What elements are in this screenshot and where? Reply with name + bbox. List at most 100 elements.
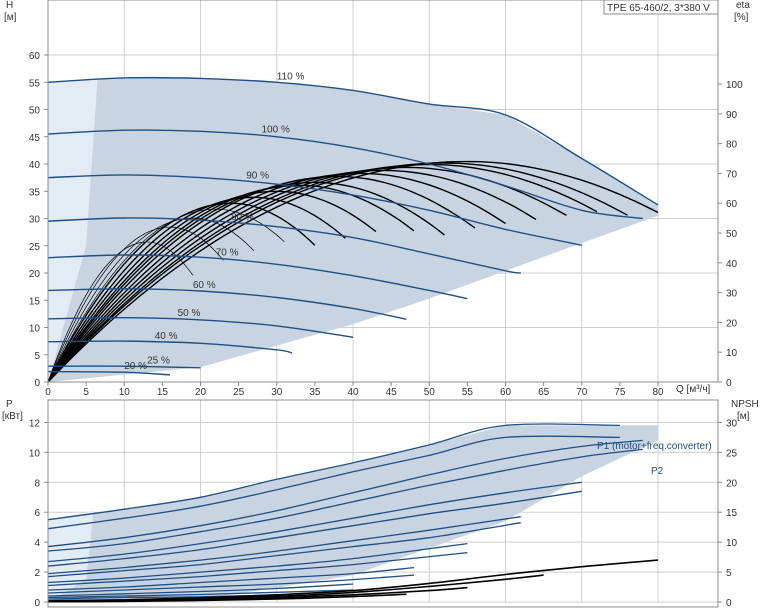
- y-tick-label: 35: [29, 187, 41, 198]
- x-tick-label: 30: [271, 387, 283, 398]
- operating-envelope: [48, 77, 658, 382]
- p2-curve: [47, 566, 415, 591]
- y-tick-label: 0: [34, 378, 40, 389]
- npsh-tick-label: 0: [726, 598, 732, 609]
- head-curve-label: 80 %: [231, 212, 254, 223]
- head-curve: [47, 254, 468, 300]
- x-tick-label: 55: [462, 387, 474, 398]
- npsh-tick-label: 25: [726, 448, 738, 459]
- npsh-curves: [47, 559, 659, 603]
- p2-curve: [47, 448, 643, 552]
- p2-curve: [47, 551, 468, 587]
- head-curves: [47, 76, 659, 376]
- x-tick-label: 15: [157, 387, 169, 398]
- eta-curve: [47, 241, 194, 383]
- head-curve-label: 90 %: [246, 171, 269, 182]
- x-tick-label: 45: [386, 387, 398, 398]
- head-efficiency-panel: 110 %100 %90 %80 %70 %60 %50 %40 %25 %20…: [29, 0, 743, 398]
- eta-tick-label: 30: [726, 289, 738, 300]
- npsh-axis-ticks: 0 5 10 15 20 25 30: [718, 418, 738, 609]
- p2-curve: [47, 583, 354, 597]
- x-tick-label: 35: [309, 387, 321, 398]
- x-tick-label: 50: [424, 387, 436, 398]
- y-tick-label: 30: [29, 215, 41, 226]
- eta-tick-label: 20: [726, 318, 738, 329]
- y-tick-label: 50: [29, 106, 41, 117]
- npsh-tick-label: 30: [726, 418, 738, 429]
- power-envelope-area: [48, 425, 658, 602]
- p2-curve: [47, 589, 354, 599]
- eta-tick-label: 60: [726, 199, 738, 210]
- y-tick-label: 40: [29, 160, 41, 171]
- p1-curve: [47, 435, 620, 530]
- p2-label: P2: [651, 466, 664, 477]
- p2-curve: [47, 522, 521, 578]
- x-tick-label: 65: [538, 387, 550, 398]
- p-tick-label: 8: [34, 478, 40, 489]
- h-axis-title: H: [6, 0, 13, 11]
- x-tick-label: 60: [500, 387, 512, 398]
- operating-envelope-low-flow: [48, 78, 98, 382]
- eta-tick-label: 70: [726, 169, 738, 180]
- eta-axis-title: eta: [736, 0, 750, 11]
- head-curve-label: 50 %: [178, 308, 201, 319]
- p1-curve: [47, 423, 620, 521]
- eta-tick-label: 80: [726, 140, 738, 151]
- head-curve: [47, 217, 521, 274]
- head-curve-label: 110 %: [277, 71, 305, 82]
- head-curve: [47, 129, 643, 220]
- head-curve: [47, 76, 659, 206]
- head-curve: [47, 365, 201, 369]
- p-tick-label: 6: [34, 508, 40, 519]
- eta-curve: [47, 160, 659, 383]
- head-curve-label: 100 %: [262, 125, 290, 136]
- p2-curve: [47, 542, 468, 584]
- eta-curve: [47, 226, 224, 383]
- power-envelope: [48, 425, 658, 602]
- head-curve-label: 70 %: [216, 248, 239, 259]
- top-envelope: [48, 77, 658, 382]
- x-tick-label: 70: [576, 387, 588, 398]
- x-tick-label: 0: [45, 387, 51, 398]
- npsh-axis-unit: [м]: [737, 411, 750, 422]
- x-tick-label: 40: [347, 387, 359, 398]
- p-axis-title: P: [6, 399, 13, 410]
- eta-tick-label: 50: [726, 229, 738, 240]
- head-curve: [47, 288, 407, 320]
- eta-curve: [47, 172, 506, 383]
- npsh-curve: [47, 593, 407, 603]
- head-curve-label: 40 %: [155, 331, 178, 342]
- eta-tick-label: 100: [726, 80, 743, 91]
- x-tick-label: 25: [233, 387, 245, 398]
- head-curve-label: 20 %: [124, 361, 147, 372]
- npsh-tick-label: 5: [726, 568, 732, 579]
- head-curve: [47, 340, 293, 354]
- eta-curve: [47, 190, 377, 383]
- eta-curve: [47, 208, 285, 383]
- p2-curve: [47, 481, 582, 563]
- p2-curve: [47, 574, 415, 594]
- p-axis-ticks: 0 2 4 6 8 10 12: [29, 418, 48, 609]
- head-curve: [47, 174, 582, 246]
- eta-curve: [47, 181, 445, 383]
- power-npsh-panel: 0 2 4 6 8 10 12 0 5 10 15 20 25 30: [29, 399, 738, 609]
- npsh-axis-title: NPSH: [731, 399, 759, 410]
- p-tick-label: 4: [34, 538, 40, 549]
- eta-tick-label: 0: [726, 378, 732, 389]
- y-tick-label: 20: [29, 269, 41, 280]
- model-label-box: [603, 0, 719, 15]
- eta-axis-unit: [%]: [734, 12, 749, 23]
- eta-curve: [47, 217, 255, 383]
- y-tick-label: 55: [29, 78, 41, 89]
- p-tick-label: 12: [29, 418, 41, 429]
- power-curves: [47, 423, 643, 602]
- p2-curve: [47, 490, 582, 567]
- y-tick-label: 10: [29, 324, 41, 335]
- eta-tick-label: 10: [726, 348, 738, 359]
- x-tick-label: 10: [119, 387, 131, 398]
- q-axis-title: Q [м³/ч]: [676, 384, 711, 395]
- npsh-tick-label: 20: [726, 478, 738, 489]
- npsh-tick-label: 15: [726, 508, 738, 519]
- q-axis-ticks: 0 5 10 15 20 25 30 35 40 45 50 55 60 65 70 75 80: [45, 382, 664, 398]
